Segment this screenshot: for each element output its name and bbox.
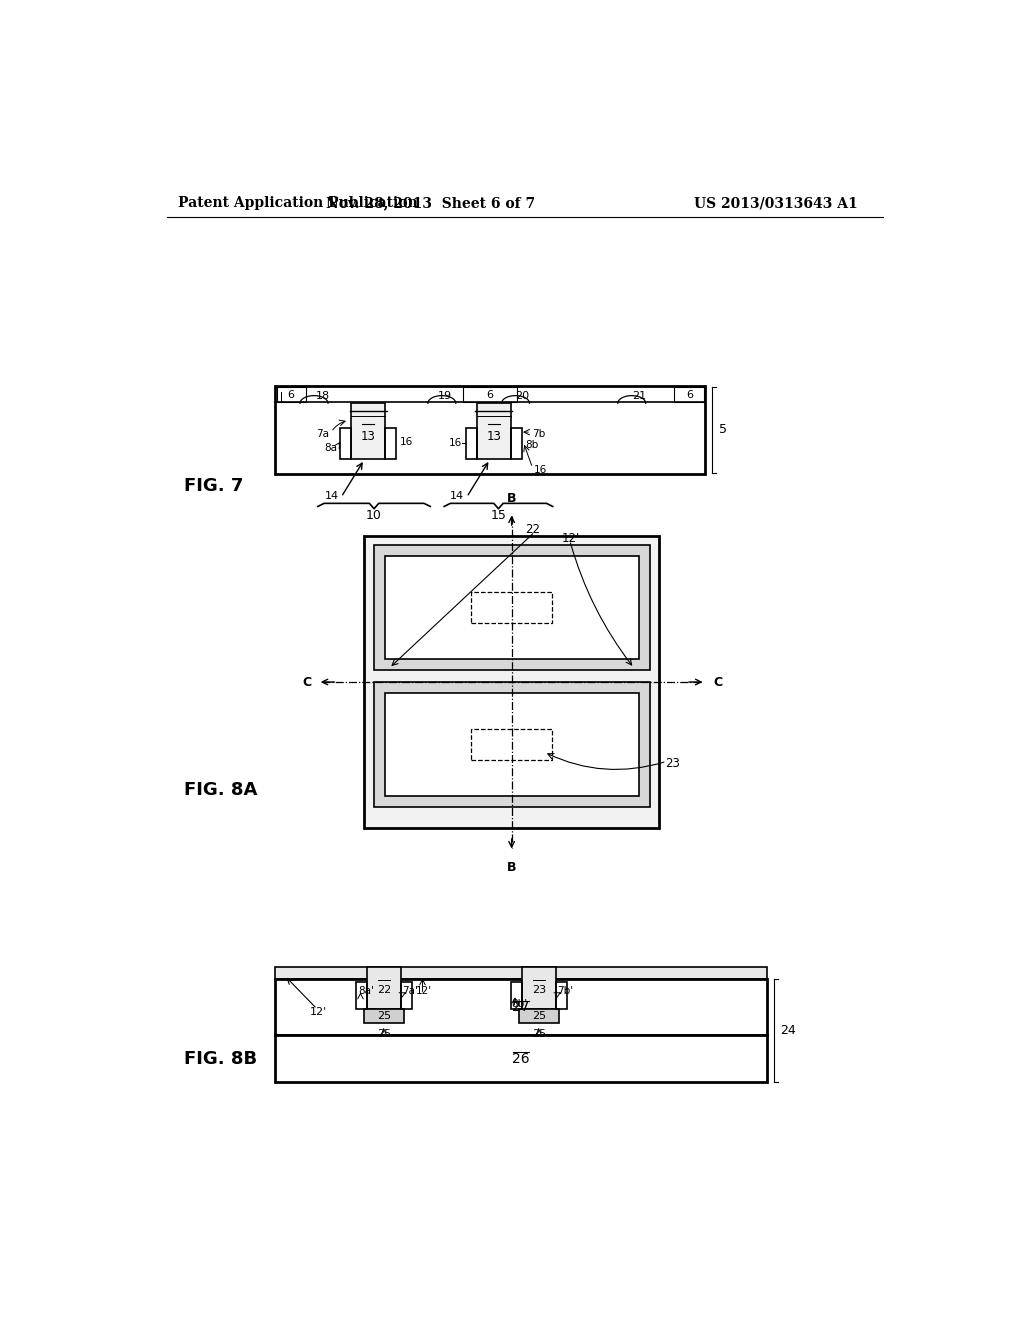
Text: 26: 26 bbox=[512, 1052, 529, 1065]
Text: US 2013/0313643 A1: US 2013/0313643 A1 bbox=[693, 197, 857, 210]
Text: 16: 16 bbox=[400, 437, 414, 447]
Bar bbox=[463, 387, 517, 403]
Bar bbox=[556, 982, 566, 1010]
Text: 12': 12' bbox=[309, 1007, 327, 1018]
Bar bbox=[276, 387, 306, 403]
Text: 21: 21 bbox=[632, 391, 646, 401]
Text: C: C bbox=[302, 676, 311, 689]
Text: 14: 14 bbox=[325, 491, 339, 502]
Bar bbox=[364, 1010, 403, 1023]
Text: C: C bbox=[713, 676, 722, 689]
Bar bbox=[385, 556, 639, 659]
Bar bbox=[385, 693, 639, 796]
Bar bbox=[367, 966, 400, 1010]
Text: 7b': 7b' bbox=[557, 986, 573, 995]
Text: 22: 22 bbox=[525, 523, 541, 536]
Text: 25: 25 bbox=[377, 1028, 391, 1039]
Text: 6: 6 bbox=[686, 389, 693, 400]
Text: 14: 14 bbox=[451, 491, 464, 502]
Text: 5: 5 bbox=[719, 424, 727, 437]
Text: FIG. 8A: FIG. 8A bbox=[183, 781, 257, 799]
Bar bbox=[365, 536, 658, 829]
Text: 27: 27 bbox=[512, 1001, 529, 1014]
Text: FIG. 7: FIG. 7 bbox=[183, 477, 243, 495]
Text: 7a: 7a bbox=[316, 429, 330, 438]
Text: 8b': 8b' bbox=[512, 999, 527, 1010]
Text: 12': 12' bbox=[562, 532, 581, 545]
Text: 8b: 8b bbox=[524, 440, 538, 450]
Text: 16: 16 bbox=[449, 438, 462, 449]
Text: 23: 23 bbox=[531, 985, 546, 995]
Bar bbox=[521, 966, 556, 1010]
Bar bbox=[356, 982, 367, 1010]
Text: 6: 6 bbox=[288, 389, 294, 400]
Bar bbox=[400, 982, 412, 1010]
Bar bbox=[275, 1035, 767, 1082]
Text: 19: 19 bbox=[438, 391, 453, 401]
Text: Patent Application Publication: Patent Application Publication bbox=[178, 197, 418, 210]
Text: 8a: 8a bbox=[325, 442, 337, 453]
Bar bbox=[340, 428, 351, 459]
Text: 25: 25 bbox=[531, 1028, 546, 1039]
Text: 23: 23 bbox=[665, 758, 680, 770]
Bar bbox=[518, 1010, 559, 1023]
Text: 13: 13 bbox=[486, 430, 501, 444]
Bar bbox=[466, 428, 477, 459]
Bar bbox=[374, 682, 649, 807]
Text: 16: 16 bbox=[534, 465, 547, 475]
Text: 8a': 8a' bbox=[358, 986, 374, 995]
Text: B: B bbox=[507, 492, 516, 506]
Text: 25: 25 bbox=[531, 1011, 546, 1022]
Text: 7a': 7a' bbox=[402, 986, 418, 995]
Text: FIG. 8B: FIG. 8B bbox=[183, 1051, 257, 1068]
Text: 13: 13 bbox=[360, 430, 376, 444]
Bar bbox=[275, 966, 767, 979]
Bar bbox=[471, 591, 552, 623]
Text: 6: 6 bbox=[486, 389, 494, 400]
Text: 10: 10 bbox=[367, 508, 382, 521]
Text: 25: 25 bbox=[377, 1011, 391, 1022]
Text: 12': 12' bbox=[416, 986, 432, 995]
Text: 20: 20 bbox=[515, 391, 529, 401]
Bar bbox=[385, 428, 396, 459]
Bar bbox=[675, 387, 703, 403]
Bar bbox=[477, 404, 511, 459]
Text: 7b: 7b bbox=[532, 429, 546, 438]
Bar bbox=[511, 982, 521, 1010]
Text: 15: 15 bbox=[490, 508, 507, 521]
Text: 22: 22 bbox=[377, 985, 391, 995]
Bar bbox=[471, 729, 552, 760]
Text: Nov. 28, 2013  Sheet 6 of 7: Nov. 28, 2013 Sheet 6 of 7 bbox=[326, 197, 535, 210]
Text: $\lfloor$: $\lfloor$ bbox=[279, 389, 284, 404]
Text: 18: 18 bbox=[315, 391, 330, 401]
Bar bbox=[511, 428, 521, 459]
Text: 24: 24 bbox=[780, 1024, 797, 1038]
Bar bbox=[275, 979, 767, 1035]
Bar bbox=[374, 545, 649, 669]
Text: B: B bbox=[507, 861, 516, 874]
Bar bbox=[351, 404, 385, 459]
